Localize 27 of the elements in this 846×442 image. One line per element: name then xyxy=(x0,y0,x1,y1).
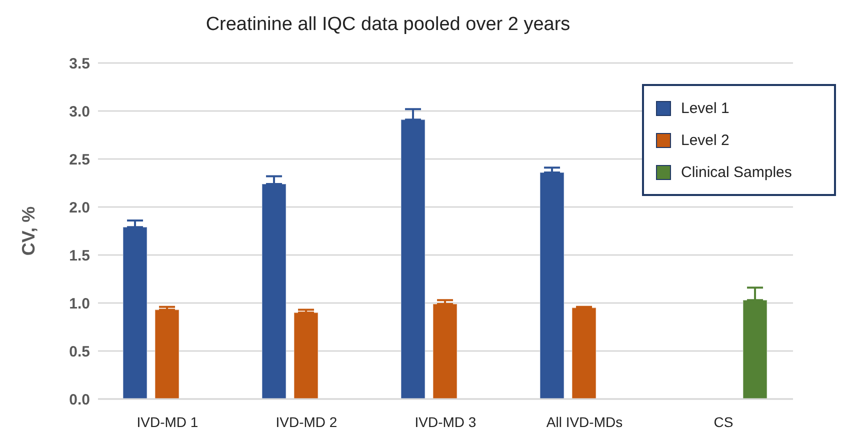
y-tick-label: 3.5 xyxy=(69,55,90,72)
bar xyxy=(540,172,565,399)
x-tick-label: CS xyxy=(714,414,734,430)
y-tick-label: 0.5 xyxy=(69,343,90,360)
bar xyxy=(432,303,458,399)
legend-label: Level 1 xyxy=(681,100,730,116)
y-tick-label: 2.0 xyxy=(69,199,90,216)
y-tick-label: 1.0 xyxy=(69,295,90,312)
bar xyxy=(294,312,319,399)
bar xyxy=(154,309,180,399)
bar xyxy=(262,183,287,399)
legend-label: Clinical Samples xyxy=(681,164,792,180)
y-tick-label: 0.0 xyxy=(69,391,90,408)
x-tick-label: All IVD-MDs xyxy=(546,414,623,430)
bar xyxy=(122,226,148,399)
x-tick-label: IVD-MD 1 xyxy=(136,414,198,430)
bar xyxy=(572,307,597,399)
y-tick-label: 3.0 xyxy=(69,103,90,120)
x-tick-label: IVD-MD 2 xyxy=(276,414,338,430)
bar xyxy=(742,300,768,399)
x-tick-label: IVD-MD 3 xyxy=(414,414,476,430)
chart-title: Creatinine all IQC data pooled over 2 years xyxy=(204,14,572,36)
legend-label: Level 2 xyxy=(681,132,730,148)
y-axis-title: CV, % xyxy=(18,206,38,256)
bar xyxy=(400,119,426,399)
y-tick-label: 1.5 xyxy=(69,247,90,264)
y-tick-label: 2.5 xyxy=(69,151,90,168)
